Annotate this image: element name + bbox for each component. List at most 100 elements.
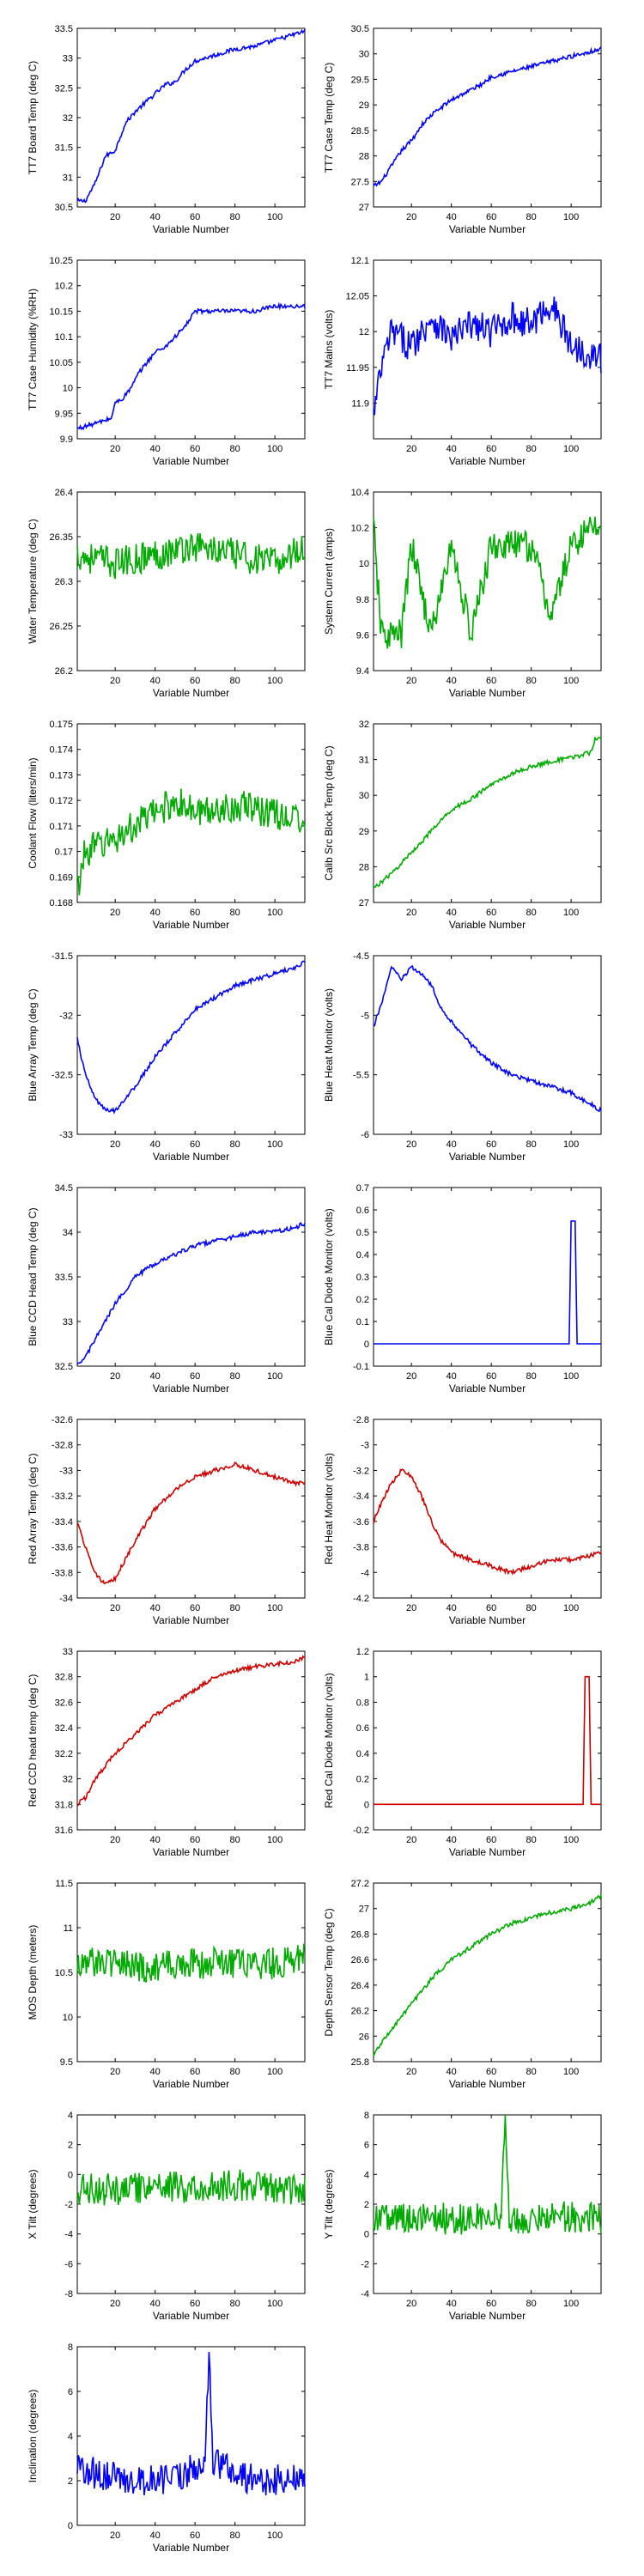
y-tick-label: 2 (68, 2141, 73, 2151)
y-tick-label: 0.3 (356, 1273, 369, 1283)
x-tick-label: 60 (190, 212, 200, 222)
y-tick-label: -2 (64, 2200, 73, 2210)
y-tick-label: 9.6 (356, 630, 369, 641)
x-axis-label: Variable Number (153, 687, 229, 699)
plot-area (76, 1650, 306, 1831)
plot-area (373, 1187, 602, 1367)
x-tick-label: 100 (563, 1835, 579, 1845)
y-tick-label: 0.172 (49, 796, 73, 806)
chart-panel-9: -33 -32.5 -32 -31.5 20 40 60 80 100 Variable Numb… (27, 951, 306, 1163)
x-tick-label: 20 (406, 444, 416, 454)
y-tick-label: -5.5 (353, 1071, 369, 1081)
y-tick-label: 8 (68, 2342, 73, 2353)
y-tick-label: 10.1 (55, 332, 73, 343)
x-tick-label: 100 (563, 444, 579, 454)
data-series-line (374, 1220, 601, 1345)
x-tick-label: 80 (230, 1835, 240, 1845)
x-tick-label: 60 (486, 1371, 496, 1382)
x-tick-label: 100 (563, 2067, 579, 2077)
x-tick-label: 40 (447, 676, 457, 686)
x-tick-label: 100 (267, 1835, 283, 1845)
x-tick-label: 40 (447, 212, 457, 222)
y-tick-label: 0 (68, 2170, 73, 2180)
x-tick-label: 100 (563, 676, 579, 686)
x-axis-label: Variable Number (449, 687, 526, 699)
y-tick-label: 26.8 (351, 1929, 369, 1940)
x-tick-label: 60 (486, 908, 496, 918)
x-tick-label: 60 (190, 676, 200, 686)
x-tick-label: 20 (110, 212, 120, 222)
y-tick-label: -32.8 (52, 1441, 73, 1451)
x-tick-label: 80 (526, 1835, 537, 1845)
y-tick-label: 1.2 (356, 1647, 369, 1657)
y-tick-label: 31 (63, 173, 73, 183)
data-series-line (373, 2114, 602, 2235)
y-tick-label: 30 (359, 50, 369, 60)
y-tick-label: 33.5 (55, 24, 73, 34)
plot-area (76, 955, 306, 1135)
x-tick-label: 20 (406, 1139, 416, 1150)
x-tick-label: 20 (110, 2067, 120, 2077)
y-tick-label: 33 (63, 1647, 73, 1657)
x-tick-label: 60 (486, 676, 496, 686)
plot-area (373, 27, 602, 208)
y-tick-label: 10.25 (49, 256, 73, 266)
y-tick-label: -31.5 (52, 951, 73, 962)
x-tick-label: 40 (150, 444, 161, 454)
x-tick-label: 40 (150, 1139, 161, 1150)
y-tick-label: 33 (63, 54, 73, 64)
y-tick-label: 0 (364, 1340, 369, 1350)
y-tick-label: -32.5 (52, 1071, 73, 1081)
x-tick-label: 60 (486, 1603, 496, 1613)
y-tick-label: -33.8 (52, 1568, 73, 1578)
y-tick-label: 0.2 (356, 1295, 369, 1305)
x-axis-label: Variable Number (449, 1151, 526, 1163)
data-series-line (76, 1655, 306, 1807)
x-tick-label: 40 (150, 1371, 161, 1382)
x-tick-label: 40 (447, 1835, 457, 1845)
y-tick-label: 26.4 (351, 1981, 369, 1991)
y-tick-label: 11.9 (351, 398, 369, 409)
chart-panel-7: 0.168 0.169 0.17 0.171 0.172 0.173 0.174 0.175 2… (27, 720, 306, 931)
chart-panel-20: -4 -2 0 2 4 6 8 20 40 60 80 100 Variable Number Y Til… (323, 2111, 602, 2322)
x-tick-label: 60 (486, 1139, 496, 1150)
x-tick-label: 80 (526, 1139, 537, 1150)
y-tick-label: 26 (359, 2032, 369, 2042)
x-tick-label: 60 (486, 212, 496, 222)
y-tick-label: 11 (64, 1923, 73, 1934)
x-tick-label: 20 (406, 676, 416, 686)
y-tick-label: 0.8 (356, 1698, 369, 1708)
plot-area (373, 259, 602, 440)
y-tick-label: 4 (364, 2170, 369, 2180)
x-tick-label: 40 (447, 2067, 457, 2077)
chart-panel-18: 25.8 26 26.2 26.4 26.6 26.8 27 27.2 20 40 60 80 100 V… (323, 1879, 602, 2090)
x-axis-label: Variable Number (153, 919, 229, 931)
y-tick-label: 28 (359, 152, 369, 162)
y-tick-label: 0.169 (49, 872, 73, 883)
y-tick-label: 29 (359, 100, 369, 111)
y-tick-label: 26.2 (351, 2007, 369, 2017)
x-tick-label: 20 (110, 2530, 120, 2541)
y-tick-label: -4.5 (353, 951, 369, 962)
y-tick-label: 26.3 (55, 577, 73, 587)
x-tick-label: 20 (406, 1835, 416, 1845)
x-axis-label: Variable Number (449, 1846, 526, 1858)
x-tick-label: 80 (230, 1371, 240, 1382)
data-series-line (76, 2169, 306, 2206)
data-series-line (76, 2352, 306, 2496)
y-axis-label: Y Tilt (degrees) (323, 2169, 335, 2239)
y-tick-label: 10.5 (55, 1968, 73, 1978)
y-tick-label: -3.6 (353, 1517, 369, 1528)
y-tick-label: 32 (359, 720, 369, 730)
x-tick-label: 80 (526, 1603, 537, 1613)
x-tick-label: 60 (190, 1371, 200, 1382)
x-tick-label: 60 (190, 1603, 200, 1613)
x-tick-label: 100 (563, 1371, 579, 1382)
data-series-line (373, 1468, 602, 1576)
x-tick-label: 40 (447, 444, 457, 454)
data-series-line (373, 516, 602, 649)
x-tick-label: 80 (230, 1139, 240, 1150)
y-tick-label: -5 (361, 1011, 369, 1021)
x-tick-label: 40 (150, 2067, 161, 2077)
chart-panel-4: 11.9 11.95 12 12.05 12.1 20 40 60 80 100 Variable … (323, 256, 602, 467)
